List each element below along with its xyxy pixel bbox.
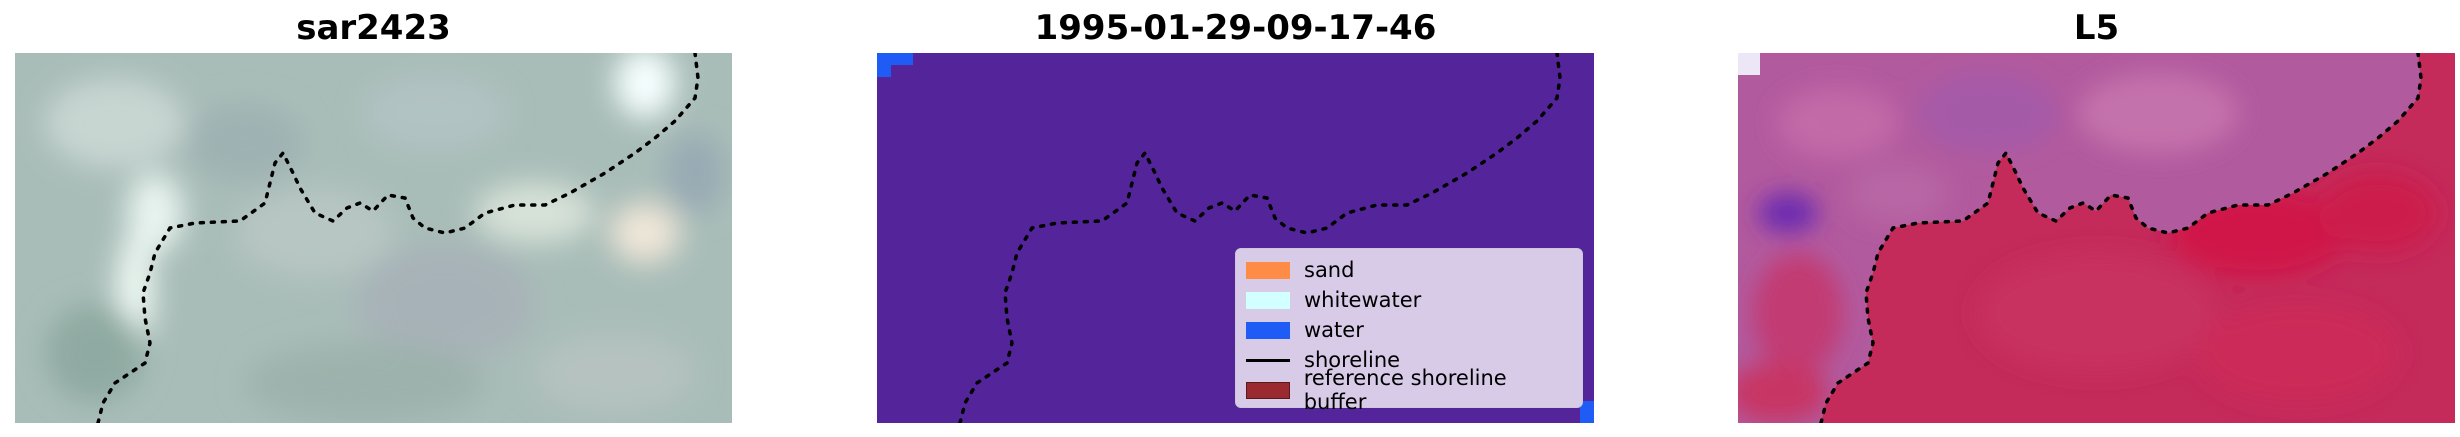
- panel-title-index: L5: [2073, 8, 2120, 48]
- rgb-image-panel: [15, 53, 732, 423]
- legend-label: whitewater: [1304, 288, 1422, 312]
- legend-label: shoreline: [1304, 348, 1401, 372]
- legend-item-whitewater: whitewater: [1244, 285, 1574, 315]
- shoreline-line: [1819, 53, 2423, 423]
- shoreline-line: [96, 53, 700, 423]
- index-image-panel: [1738, 53, 2455, 423]
- panel-title-rgb: sar2423: [296, 8, 451, 48]
- legend-item-reference-buffer: reference shoreline buffer: [1244, 366, 1574, 414]
- legend-label: water: [1304, 318, 1364, 342]
- whitewater-swatch: [1246, 291, 1290, 309]
- legend-item-water: water: [1244, 315, 1574, 345]
- index-image: [1738, 53, 2455, 423]
- water-swatch: [1246, 321, 1290, 339]
- legend-item-shoreline: shoreline: [1244, 345, 1574, 375]
- buffer-swatch: [1246, 381, 1290, 399]
- rgb-image: [15, 53, 732, 423]
- shoreline-line: [958, 53, 1562, 423]
- legend-item-sand: sand: [1244, 255, 1574, 285]
- shoreline-swatch: [1246, 358, 1290, 362]
- water-pixels: [877, 53, 913, 65]
- legend-label: reference shoreline buffer: [1303, 366, 1507, 414]
- panel-title-classified: 1995-01-29-09-17-46: [1034, 8, 1437, 48]
- sand-swatch: [1246, 261, 1290, 279]
- legend: sand whitewater water shoreline referenc…: [1235, 248, 1583, 414]
- legend-label: sand: [1304, 258, 1355, 282]
